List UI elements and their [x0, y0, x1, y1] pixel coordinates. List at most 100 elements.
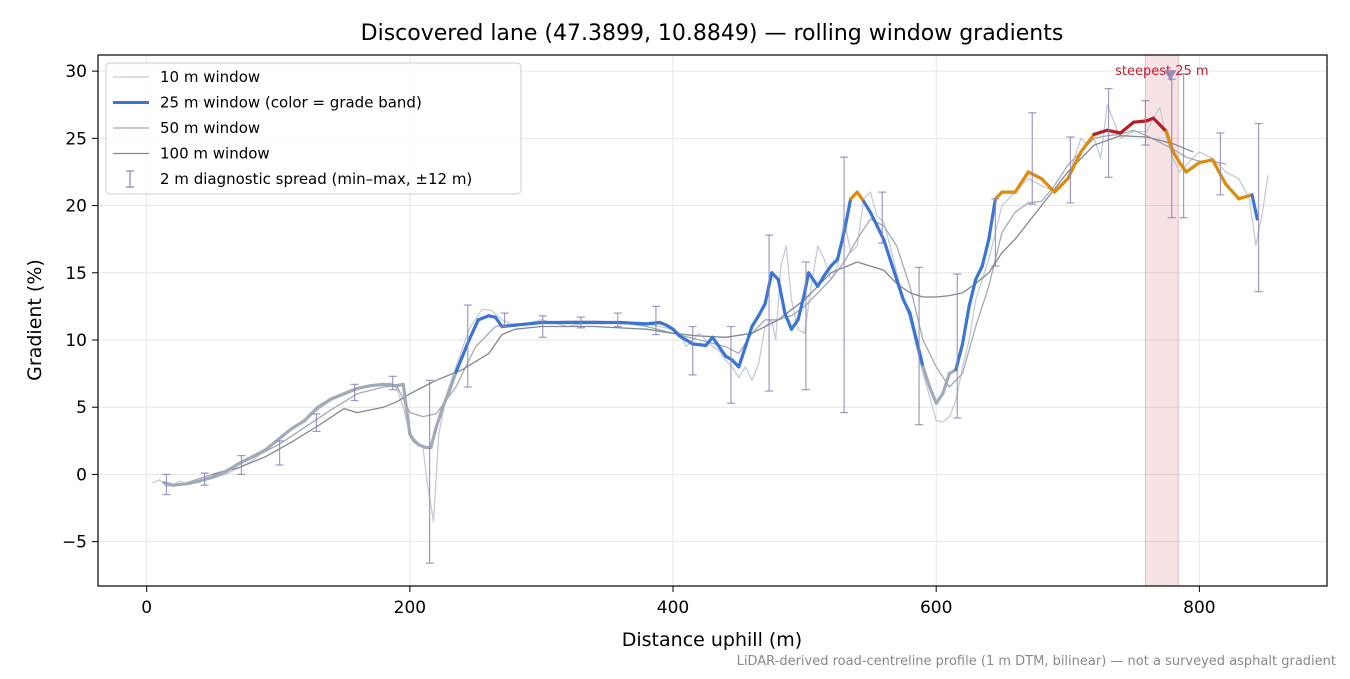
legend-label: 100 m window	[160, 145, 270, 163]
series-25m-segment	[1184, 160, 1201, 174]
diagnostic-errorbar	[1066, 136, 1075, 204]
series-25m-segment	[888, 257, 899, 282]
series-25m-segment	[717, 345, 728, 358]
series-25m-segment	[316, 397, 333, 409]
diagnostic-errorbar	[576, 316, 585, 329]
series-25m-segment	[816, 273, 826, 288]
series-25m-segment	[302, 405, 320, 423]
x-tick-label: 600	[920, 598, 952, 618]
series-25m-segment	[441, 389, 451, 409]
diagnostic-errorbar	[991, 198, 1000, 267]
series-25m-segment	[763, 271, 774, 306]
series-25m-segment	[822, 264, 833, 278]
series-25m-segment	[862, 199, 873, 214]
series-25m-segment	[987, 197, 998, 241]
diagnostic-errorbar	[500, 312, 509, 328]
series-25m-segment	[806, 271, 820, 288]
series-25m-segment	[645, 320, 662, 326]
series-25m-segment	[835, 230, 846, 261]
series-25m-segment	[1197, 158, 1215, 165]
series-25m-segment	[381, 382, 399, 388]
legend-label: 25 m window (color = grade band)	[160, 94, 422, 112]
series-lines	[152, 104, 1269, 523]
series-25m-segment	[967, 277, 978, 308]
x-tick-label: 800	[1183, 598, 1215, 618]
diagnostic-errorbar	[765, 234, 774, 392]
series-25m-segment	[467, 318, 480, 342]
series-25m-segment	[1013, 170, 1030, 194]
x-tick-label: 200	[394, 598, 426, 618]
series-25m-segment	[842, 197, 853, 235]
diagnostic-errorbar	[915, 266, 924, 426]
diagnostic-errorbar	[425, 379, 434, 564]
diagnostic-errorbar	[275, 440, 284, 466]
diagnostic-errorbar	[388, 375, 397, 391]
footnote: LiDAR-derived road-centreline profile (1…	[737, 654, 1336, 669]
series-25m-segment	[789, 318, 800, 331]
series-25m-segment	[974, 264, 984, 282]
series-25m-segment	[980, 237, 991, 268]
series-25m-segment	[276, 427, 294, 442]
diagnostic-errorbar	[651, 305, 660, 336]
diagnostic-errorbar	[801, 261, 810, 391]
series-25m-segment	[756, 302, 767, 318]
series-25m-segment	[1118, 120, 1136, 135]
series-25m-segment	[1178, 160, 1188, 174]
steepest-marker-icon	[1164, 70, 1177, 82]
series-25m-segment	[171, 482, 188, 487]
series-25m-segment	[914, 338, 925, 369]
series-25m-segment	[960, 304, 971, 346]
diagnostic-errorbar	[1141, 100, 1150, 146]
diagnostic-errorbar	[162, 473, 171, 496]
series-25m-segment	[447, 370, 458, 393]
diagnostic-errorbar	[312, 413, 321, 433]
diagnostic-errorbar	[726, 325, 735, 404]
series-25m-segment	[250, 448, 267, 459]
series-25m-segment	[921, 365, 932, 389]
series-25m-segment	[783, 311, 794, 331]
series-25m-segment	[796, 291, 807, 322]
series-25m-segment	[743, 324, 754, 349]
axis-ticks: 0 200 400 600 800 −5 0 5 10 15 20 25 30	[62, 62, 1216, 618]
series-25m-segment	[401, 382, 412, 436]
series-25m-segment	[1053, 177, 1070, 194]
y-axis-label: Gradient (%)	[24, 259, 46, 381]
series-25m-segment	[1210, 158, 1228, 186]
diagnostic-errorbar	[463, 304, 472, 388]
series-25m-segment	[197, 475, 215, 483]
legend-entry: 100 m window	[113, 145, 270, 163]
series-25m-segment	[868, 210, 879, 228]
y-tick-label: 20	[65, 197, 87, 217]
series-25m-segment	[355, 384, 372, 390]
series-25m-segment	[224, 462, 241, 474]
y-tick-label: 0	[76, 465, 87, 485]
series-25m-segment	[710, 335, 721, 349]
diagnostic-errorbar	[1028, 112, 1037, 205]
series-25m-segment	[1171, 150, 1182, 165]
y-tick-label: 30	[65, 62, 87, 82]
series-25m-segment	[1237, 193, 1254, 201]
series-25m-segment	[493, 315, 504, 329]
chart-title: Discovered lane (47.3899, 10.8849) — rol…	[361, 21, 1064, 46]
series-25m-segment	[1131, 119, 1149, 124]
series-25m-segment	[855, 190, 866, 204]
series-25m-segment	[908, 311, 919, 342]
plot-frame	[97, 54, 1328, 587]
diagnostic-errorbar	[688, 325, 697, 376]
series-25m-segment	[368, 382, 386, 388]
series-25m-segment	[289, 419, 307, 431]
legend-entry: 50 m window	[113, 119, 260, 137]
diagnostic-errorbar	[538, 315, 547, 338]
legend-label: 50 m window	[160, 119, 260, 137]
y-tick-label: 10	[65, 331, 87, 351]
legend-label: 10 m window	[160, 68, 260, 86]
series-25m-segment	[476, 314, 491, 322]
steepest-band	[1144, 54, 1179, 587]
series-25m-segment	[454, 354, 465, 374]
y-tick-label: 5	[76, 398, 87, 418]
series-25m-segment	[776, 277, 787, 315]
legend-label: 2 m diagnostic spread (min–max, ±12 m)	[160, 170, 472, 188]
diagnostic-errorbar	[1254, 122, 1263, 293]
series-25m-segment	[750, 314, 761, 329]
